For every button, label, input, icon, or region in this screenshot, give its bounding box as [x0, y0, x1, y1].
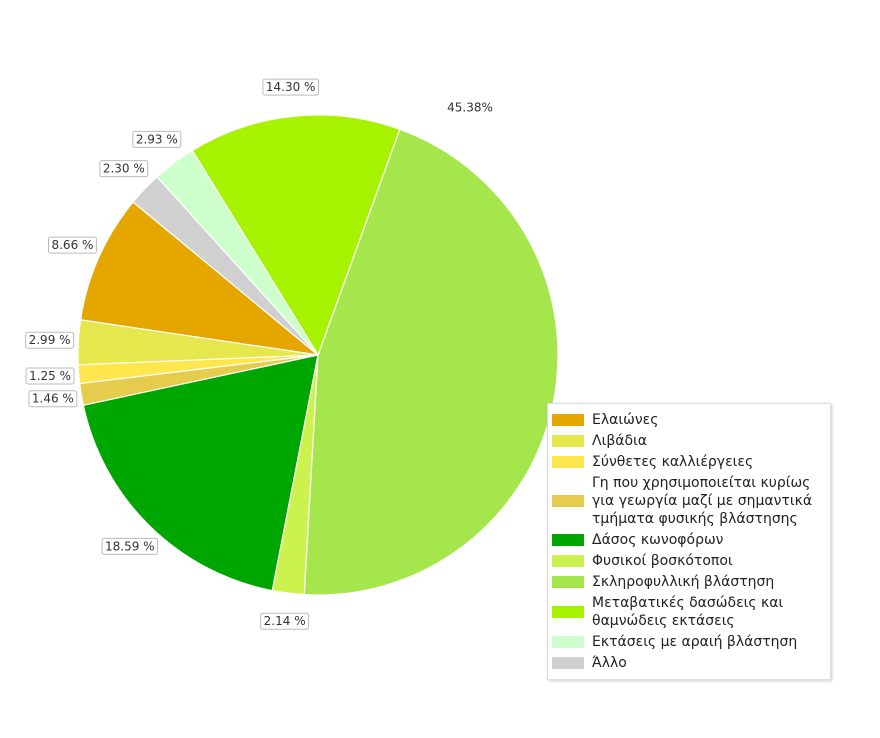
- label-box: [132, 130, 182, 148]
- legend-label: Γη που χρησιμοποιείται κυρίως για γεωργί…: [592, 475, 813, 527]
- legend-item: Σκληροφυλλική βλάστηση: [548, 573, 830, 591]
- data-label: 8.66 %: [47, 236, 97, 254]
- legend-swatch: [552, 555, 584, 567]
- legend-swatch: [552, 576, 584, 588]
- legend-swatch: [552, 414, 584, 426]
- data-label: 2.99 %: [25, 331, 75, 349]
- label-box: [25, 367, 75, 385]
- data-label: 1.25 %: [25, 367, 75, 385]
- legend-item: Ελαιώνες: [548, 411, 830, 429]
- data-label-text: 45.38%: [447, 101, 493, 115]
- legend-item: Άλλο: [548, 654, 830, 672]
- data-label-text: 1.25 %: [29, 369, 71, 383]
- label-box: [99, 160, 149, 178]
- legend-item: Φυσικοί βοσκότοποι: [548, 552, 830, 570]
- data-label-text: 2.14 %: [264, 614, 306, 628]
- legend-label: Ελαιώνες: [592, 412, 659, 428]
- data-label: 14.30 %: [262, 78, 319, 96]
- legend-swatch: [552, 657, 584, 669]
- data-label-text: 8.66 %: [51, 238, 93, 252]
- label-box: [47, 236, 97, 254]
- legend-item: Μεταβατικές δασώδεις και θαμνώδεις εκτάσ…: [548, 594, 830, 630]
- data-label-text: 2.30 %: [103, 162, 145, 176]
- legend-item: Δάσος κωνοφόρων: [548, 531, 830, 549]
- data-label: 45.38%: [447, 101, 493, 115]
- legend-item: Λιβάδια: [548, 432, 830, 450]
- legend-swatch: [552, 456, 584, 468]
- label-box: [101, 537, 159, 555]
- legend-label: Σύνθετες καλλιέργειες: [592, 454, 754, 470]
- legend-label: Δάσος κωνοφόρων: [592, 532, 724, 548]
- pie-slice: [82, 354, 319, 592]
- legend-label: Άλλο: [592, 655, 627, 671]
- legend-item: Εκτάσεις με αραιή βλάστηση: [548, 633, 830, 651]
- data-label: 2.30 %: [99, 160, 149, 178]
- label-box: [28, 390, 78, 408]
- data-label: 18.59 %: [101, 537, 159, 555]
- data-label: 2.93 %: [132, 130, 182, 148]
- data-label: 1.46 %: [28, 390, 78, 408]
- legend-swatch: [552, 435, 584, 447]
- label-box: [25, 331, 75, 349]
- legend-swatch: [552, 606, 584, 618]
- legend-label: Λιβάδια: [592, 433, 648, 449]
- legend: Ελαιώνες Λιβάδια Σύνθετες καλλιέργειες Γη π…: [547, 403, 831, 680]
- pie-slice: [191, 114, 401, 357]
- data-label-text: 1.46 %: [32, 392, 74, 406]
- pie-slice: [132, 176, 319, 356]
- legend-item: Σύνθετες καλλιέργειες: [548, 453, 830, 471]
- legend-swatch: [552, 495, 584, 507]
- label-box: [260, 612, 310, 630]
- pie-slice: [79, 201, 321, 356]
- data-label-text: 2.99 %: [29, 333, 71, 347]
- legend-item: Γη που χρησιμοποιείται κυρίως για γεωργί…: [548, 474, 830, 528]
- data-label-text: 18.59 %: [105, 539, 155, 553]
- legend-label: Φυσικοί βοσκότοποι: [592, 553, 733, 569]
- legend-swatch: [552, 636, 584, 648]
- legend-swatch: [552, 534, 584, 546]
- legend-label: Μεταβατικές δασώδεις και θαμνώδεις εκτάσ…: [592, 595, 784, 629]
- data-label-text: 14.30 %: [266, 80, 316, 94]
- legend-label: Εκτάσεις με αραιή βλάστηση: [592, 634, 798, 650]
- data-label: 2.14 %: [260, 612, 310, 630]
- data-label-text: 2.93 %: [136, 132, 178, 146]
- legend-label: Σκληροφυλλική βλάστηση: [592, 574, 775, 590]
- label-box: [262, 78, 319, 96]
